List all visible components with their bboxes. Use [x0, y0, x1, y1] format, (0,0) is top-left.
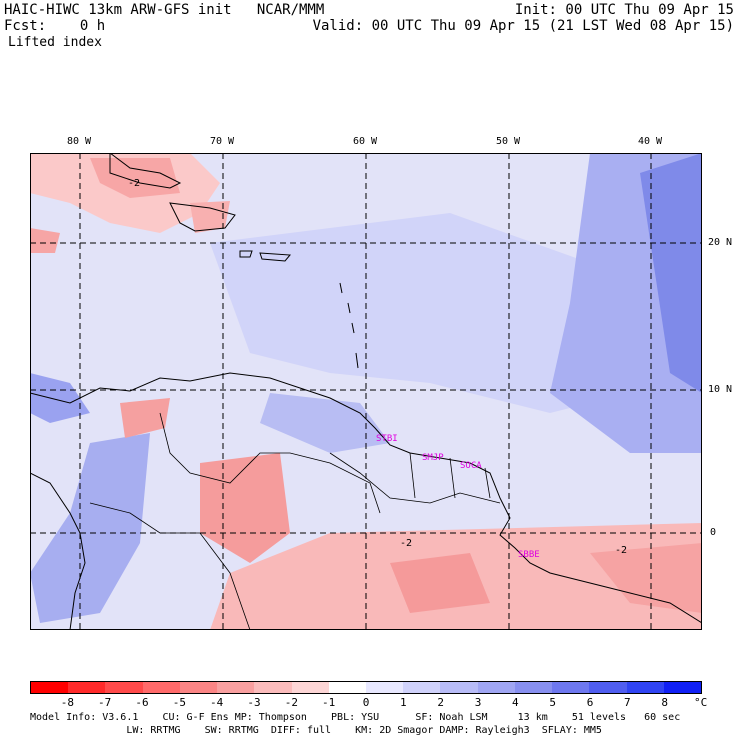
- colorbar-tick-label: -5: [172, 696, 186, 709]
- station-smjp: SMJP: [422, 453, 444, 463]
- contour-label-center: -2: [400, 538, 412, 549]
- colorbar-unit: °C: [694, 696, 708, 709]
- colorbar-swatch: [142, 682, 180, 693]
- unstable-zone-amazon-core: [390, 553, 490, 613]
- stable-zone-central: [210, 213, 630, 413]
- stable-zone-pacific: [30, 373, 90, 423]
- unstable-zone-hispaniola: [190, 201, 230, 233]
- colorbar-tick-label: -1: [322, 696, 336, 709]
- country-borders: [89, 412, 501, 631]
- colorbar-swatch: [663, 682, 701, 693]
- map-frame: [30, 153, 702, 630]
- model-info-line2: LW: RRTMG SW: RRTMG DIFF: full KM: 2D Sm…: [30, 725, 602, 736]
- colorbar-swatch: [365, 682, 404, 693]
- colorbar-swatch: [179, 682, 218, 693]
- colorbar-tick-label: -2: [284, 696, 298, 709]
- colorbar-swatch: [68, 682, 106, 693]
- model-title: HAIC-HIWC 13km ARW-GFS init NCAR/MMM: [4, 2, 325, 18]
- coastlines: [29, 152, 703, 631]
- valid-time: Valid: 00 UTC Thu 09 Apr 15 (21 LST Wed …: [312, 18, 734, 34]
- unstable-zone-brazil-coast: [590, 543, 702, 613]
- colorbar-tick-label: 5: [549, 696, 556, 709]
- colorbar-tick-label: -3: [247, 696, 261, 709]
- colorbar-swatch: [440, 682, 478, 693]
- map-panel: -2 -2 -2 STBI SMJP SOCA SBBE: [29, 152, 703, 631]
- colorbar-swatch: [291, 682, 329, 693]
- colorbar: [30, 681, 702, 694]
- colorbar-tick-label: -4: [210, 696, 224, 709]
- colorbar-swatch: [254, 682, 292, 693]
- stable-zone-east-core: [640, 153, 702, 393]
- contour-label-east: -2: [615, 545, 627, 556]
- unstable-zone-colombia-north: [120, 398, 170, 438]
- colorbar-tick-label: 0: [362, 696, 370, 709]
- colorbar-swatch: [217, 682, 255, 693]
- colorbar-tick-label: -7: [98, 696, 112, 709]
- lat-label-0: 0: [710, 527, 717, 538]
- field-name: Lifted index: [8, 35, 102, 50]
- colorbar-swatch: [105, 682, 143, 693]
- station-sbbe: SBBE: [518, 550, 540, 560]
- lat-label-20n: 20 N: [708, 237, 733, 248]
- colorbar-tick-label: 4: [512, 696, 519, 709]
- colorbar-tick-label: 7: [624, 696, 631, 709]
- unstable-zone-cuba: [90, 158, 180, 198]
- colorbar-swatch: [514, 682, 553, 693]
- forecast-hour: Fcst: 0 h: [4, 18, 106, 34]
- lon-label-40w: 40 W: [638, 136, 663, 147]
- colorbar-swatch: [552, 682, 590, 693]
- colorbar-tick-label: 1: [400, 696, 407, 709]
- colorbar-swatch: [589, 682, 627, 693]
- colorbar-tick-label: 3: [474, 696, 482, 709]
- stable-zone-andes: [30, 433, 150, 623]
- lon-label-60w: 60 W: [353, 136, 378, 147]
- colorbar-swatch: [328, 682, 366, 693]
- colorbar-swatch: [31, 682, 69, 693]
- colorbar-tick-label: 2: [437, 696, 444, 709]
- colorbar-swatch: [477, 682, 515, 693]
- station-soca: SOCA: [460, 461, 482, 471]
- unstable-zone-yucatan: [30, 228, 60, 253]
- lifted-index-map: -2 -2 -2 STBI SMJP SOCA SBBE: [29, 152, 703, 631]
- lon-label-50w: 50 W: [496, 136, 521, 147]
- colorbar-swatch: [626, 682, 664, 693]
- station-stbi: STBI: [376, 434, 398, 444]
- grid-lines: [30, 153, 702, 630]
- colorbar-swatch: [403, 682, 441, 693]
- contour-label-north: -2: [128, 178, 140, 189]
- colorbar-tick-label: 6: [586, 696, 594, 709]
- lat-label-10n: 10 N: [708, 384, 733, 395]
- lon-label-70w: 70 W: [210, 136, 235, 147]
- model-info-line1: Model Info: V3.6.1 CU: G-F Ens MP: Thomp…: [30, 712, 681, 723]
- station-labels: STBI SMJP SOCA SBBE: [376, 434, 540, 560]
- lon-label-80w: 80 W: [67, 136, 92, 147]
- colorbar-tick-label: -8: [60, 696, 74, 709]
- colorbar-tick-label: -6: [135, 696, 149, 709]
- init-time: Init: 00 UTC Thu 09 Apr 15: [514, 2, 734, 18]
- stable-zone-venezuela-coast: [260, 393, 390, 453]
- colorbar-tick-label: 8: [661, 696, 668, 709]
